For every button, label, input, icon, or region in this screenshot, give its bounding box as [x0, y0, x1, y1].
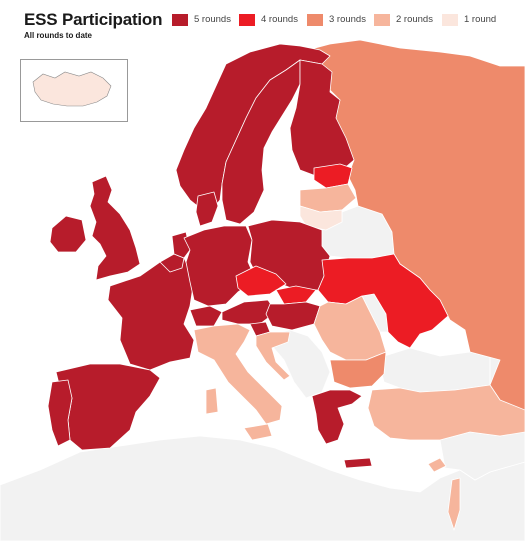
- belgium: [159, 253, 185, 273]
- legend-swatch-1-round: [441, 13, 459, 27]
- legend-swatch-3-rounds: [306, 13, 324, 27]
- united-kingdom: [89, 175, 141, 281]
- ireland: [49, 215, 87, 253]
- legend-label-4-rounds: 4 rounds: [261, 14, 298, 25]
- hungary: [265, 301, 321, 331]
- lithuania: [299, 205, 343, 231]
- slovakia: [275, 285, 317, 305]
- legend-label-1-round: 1 round: [464, 14, 497, 25]
- legend-label-5-rounds: 5 rounds: [194, 14, 231, 25]
- cyprus: [427, 457, 447, 473]
- legend-label-3-rounds: 3 rounds: [329, 14, 366, 25]
- italy: [193, 323, 283, 425]
- sardinia: [205, 387, 219, 415]
- serbia-balkans: [269, 329, 331, 399]
- greece: [311, 389, 363, 445]
- iceland-inset-map: [32, 71, 112, 107]
- israel: [447, 477, 461, 531]
- czech-republic: [235, 265, 287, 297]
- map-title: ESS Participation: [24, 10, 163, 29]
- romania: [313, 295, 387, 361]
- legend-label-2-rounds: 2 rounds: [396, 14, 433, 25]
- iceland: [32, 71, 112, 107]
- croatia: [255, 331, 291, 381]
- crete: [343, 457, 373, 469]
- switzerland: [189, 305, 223, 327]
- sicily: [243, 423, 273, 441]
- spain: [55, 363, 161, 451]
- bulgaria: [329, 351, 387, 389]
- legend-swatch-4-rounds: [238, 13, 256, 27]
- map-subtitle: All rounds to date: [24, 31, 92, 40]
- legend-swatch-2-rounds: [373, 13, 391, 27]
- sweden: [221, 59, 301, 225]
- france: [107, 257, 195, 371]
- portugal: [47, 379, 73, 447]
- latvia: [299, 183, 357, 213]
- legend-swatch-5-rounds: [171, 13, 189, 27]
- turkey: [367, 384, 525, 441]
- countries-layer: [0, 39, 525, 541]
- iceland-inset: [20, 59, 128, 122]
- denmark: [195, 191, 219, 227]
